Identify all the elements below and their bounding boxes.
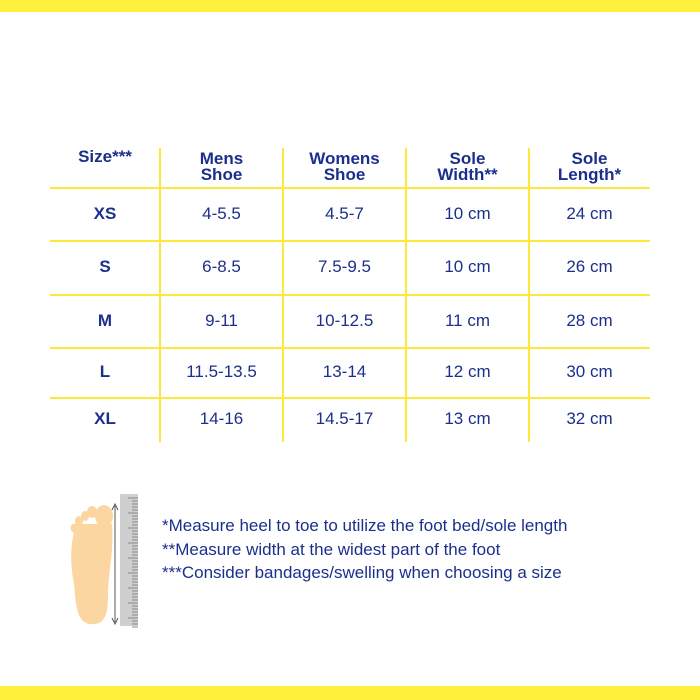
header-line: Sole [571, 149, 608, 168]
table-cell: 30 cm [566, 362, 613, 381]
sizing-notes: *Measure heel to toe to utilize the foot… [162, 514, 567, 585]
column-header: Sole Length* [529, 149, 650, 185]
size-label: L [99, 362, 111, 381]
note-width: **Measure width at the widest part of th… [162, 539, 501, 559]
table-cell: 14.5-17 [315, 409, 374, 428]
header-line: Womens [309, 149, 380, 168]
table-cell: 13 cm [444, 409, 491, 428]
size-label: XL [94, 409, 116, 428]
table-cell: 14-16 [199, 409, 244, 428]
table-cell: 26 cm [566, 257, 613, 276]
table-cell: 10 cm [444, 257, 491, 276]
column-header: Sole Width** [406, 149, 529, 185]
table-cell: 10-12.5 [315, 310, 374, 330]
row-divider [50, 294, 650, 296]
header-line: Length* [557, 165, 622, 184]
header-line: Mens [199, 149, 244, 168]
table-cell: 12 cm [444, 362, 491, 381]
table-cell: 24 cm [566, 203, 613, 223]
column-header: Mens Shoe [160, 149, 283, 185]
row-divider [50, 187, 650, 189]
row-divider [50, 397, 650, 399]
table-cell: 28 cm [566, 310, 613, 330]
note-length: *Measure heel to toe to utilize the foot… [162, 516, 568, 535]
column-header: Size*** [50, 145, 160, 169]
bottom-accent-bar [0, 686, 700, 700]
table-cell: 4.5-7 [325, 203, 364, 223]
header-line: Shoe [323, 165, 366, 184]
table-cell: 9-11 [205, 310, 238, 330]
table-cell: 10 cm [444, 203, 491, 223]
row-divider [50, 347, 650, 349]
table-cell: 32 cm [566, 409, 613, 428]
table-cell: 7.5-9.5 [318, 257, 371, 276]
column-header: Womens Shoe [283, 149, 406, 185]
note-swelling: ***Consider bandages/swelling when choos… [162, 563, 562, 582]
header-line: Shoe [200, 165, 243, 184]
top-accent-bar [0, 0, 700, 12]
header-line: Size*** [78, 147, 132, 166]
table-cell: 13-14 [322, 362, 367, 381]
table-cell: 11 cm [444, 310, 491, 330]
table-cell: 11.5-13.5 [186, 362, 257, 381]
header-line: Sole [449, 149, 486, 168]
size-label: M [97, 310, 113, 330]
table-cell: 6-8.5 [202, 257, 241, 276]
table-cell: 4-5.5 [202, 203, 241, 223]
size-label: S [99, 257, 111, 276]
header-line: Width** [437, 165, 498, 184]
row-divider [50, 240, 650, 242]
foot-with-ruler-icon [70, 494, 138, 628]
size-label: XS [93, 203, 117, 223]
